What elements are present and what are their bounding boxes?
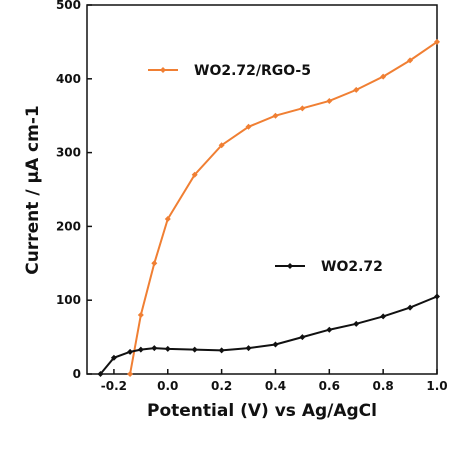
legend-label: WO2.72/RGO-5 [194,63,311,79]
point [353,320,360,327]
point [127,348,134,355]
point [164,216,171,223]
legend-marker [160,67,166,73]
point [191,171,198,178]
point [380,313,387,320]
point [272,112,279,119]
x-tick-label: 1.0 [426,379,447,393]
point [191,346,198,353]
x-tick-label: 0.8 [373,379,394,393]
point [434,293,440,300]
point [151,345,158,352]
legend-marker [287,263,293,269]
legend-label: WO2.72 [321,259,383,275]
y-tick-label: 500 [56,0,81,12]
point [407,304,414,311]
series-line [129,41,438,375]
y-tick-label: 400 [56,72,81,86]
point [218,347,225,354]
point [245,123,252,130]
point [137,346,144,353]
point [299,334,306,341]
point [326,326,333,333]
point [127,371,134,377]
point [353,86,360,93]
x-tick-label: 0.4 [265,379,286,393]
y-tick-label: 200 [56,219,81,233]
point [272,341,279,348]
y-axis-label: Current / μA cm-1 [23,105,43,274]
point [110,354,117,361]
point [137,311,144,318]
point [218,142,225,149]
point [326,97,333,104]
point [245,345,252,352]
point [380,73,387,80]
x-tick-label: -0.2 [101,379,127,393]
point [151,260,158,267]
point [164,345,171,352]
x-tick-label: 0.2 [211,379,232,393]
y-tick-label: 0 [73,367,81,381]
series-line [99,295,438,375]
point [97,371,104,377]
x-tick-label: 0.0 [157,379,178,393]
x-axis-label: Potential (V) vs Ag/AgCl [147,401,377,421]
point [434,38,440,45]
y-tick-label: 300 [56,146,81,160]
y-tick-label: 100 [56,293,81,307]
point [407,57,414,64]
point [299,105,306,112]
plot-frame [86,4,438,375]
x-tick-label: 0.6 [319,379,340,393]
